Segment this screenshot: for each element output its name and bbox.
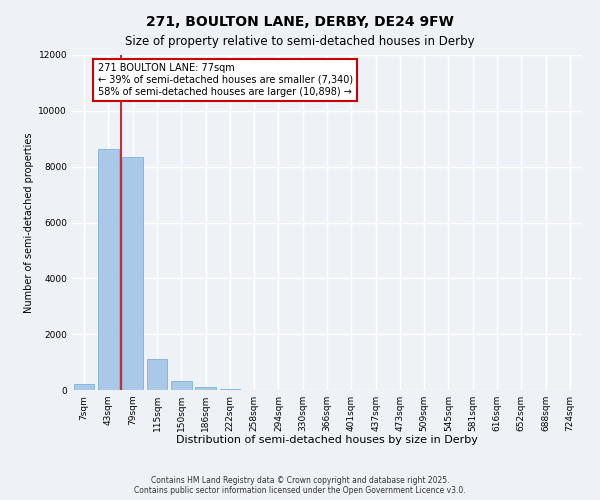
Bar	[146, 360, 167, 390]
Bar	[98, 148, 119, 390]
Text: Size of property relative to semi-detached houses in Derby: Size of property relative to semi-detach…	[125, 35, 475, 48]
X-axis label: Distribution of semi-detached houses by size in Derby: Distribution of semi-detached houses by …	[176, 436, 478, 446]
Text: 271, BOULTON LANE, DERBY, DE24 9FW: 271, BOULTON LANE, DERBY, DE24 9FW	[146, 15, 454, 29]
Bar	[220, 388, 240, 390]
Bar	[122, 157, 143, 390]
Text: 271 BOULTON LANE: 77sqm
← 39% of semi-detached houses are smaller (7,340)
58% of: 271 BOULTON LANE: 77sqm ← 39% of semi-de…	[97, 64, 353, 96]
Text: Contains HM Land Registry data © Crown copyright and database right 2025.
Contai: Contains HM Land Registry data © Crown c…	[134, 476, 466, 495]
Bar	[171, 381, 191, 390]
Bar	[195, 387, 216, 390]
Bar	[74, 384, 94, 390]
Y-axis label: Number of semi-detached properties: Number of semi-detached properties	[24, 132, 34, 313]
